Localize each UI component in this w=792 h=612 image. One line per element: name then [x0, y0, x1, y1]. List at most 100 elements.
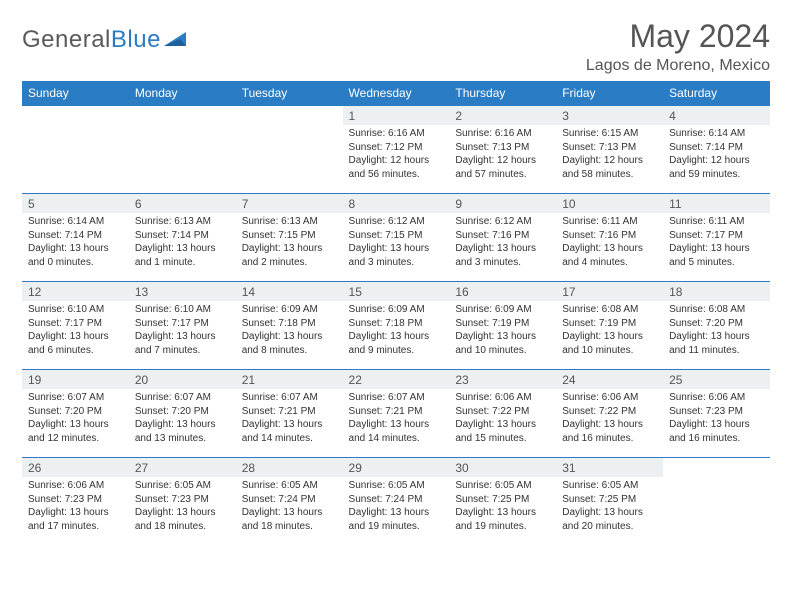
- daylight-text: Daylight: 12 hours and 57 minutes.: [455, 154, 550, 181]
- sunset-text: Sunset: 7:19 PM: [562, 317, 657, 331]
- daylight-text: Daylight: 13 hours and 8 minutes.: [242, 330, 337, 357]
- daylight-text: Daylight: 13 hours and 5 minutes.: [669, 242, 764, 269]
- sunrise-text: Sunrise: 6:07 AM: [349, 391, 444, 405]
- sunset-text: Sunset: 7:14 PM: [669, 141, 764, 155]
- sunrise-text: Sunrise: 6:06 AM: [562, 391, 657, 405]
- day-number: 10: [556, 194, 663, 213]
- day-number-row: 22: [343, 370, 450, 389]
- weekday-header: Monday: [129, 81, 236, 106]
- day-number-row: 9: [449, 194, 556, 213]
- sunrise-text: Sunrise: 6:10 AM: [135, 303, 230, 317]
- weekday-header: Wednesday: [343, 81, 450, 106]
- day-number-row: 19: [22, 370, 129, 389]
- day-number: 28: [236, 458, 343, 477]
- day-number-row: 12: [22, 282, 129, 301]
- sunrise-text: Sunrise: 6:08 AM: [562, 303, 657, 317]
- sunset-text: Sunset: 7:15 PM: [242, 229, 337, 243]
- day-number: 16: [449, 282, 556, 301]
- sunrise-text: Sunrise: 6:11 AM: [669, 215, 764, 229]
- sunset-text: Sunset: 7:24 PM: [242, 493, 337, 507]
- logo: GeneralBlue: [22, 26, 190, 54]
- sunset-text: Sunset: 7:16 PM: [455, 229, 550, 243]
- day-details: Sunrise: 6:14 AMSunset: 7:14 PMDaylight:…: [22, 213, 129, 273]
- daylight-text: Daylight: 13 hours and 3 minutes.: [349, 242, 444, 269]
- calendar-cell: [129, 106, 236, 194]
- daylight-text: Daylight: 12 hours and 56 minutes.: [349, 154, 444, 181]
- daylight-text: Daylight: 13 hours and 13 minutes.: [135, 418, 230, 445]
- calendar-cell: [22, 106, 129, 194]
- sunrise-text: Sunrise: 6:14 AM: [669, 127, 764, 141]
- daylight-text: Daylight: 13 hours and 10 minutes.: [455, 330, 550, 357]
- sunrise-text: Sunrise: 6:16 AM: [349, 127, 444, 141]
- calendar-cell: 2Sunrise: 6:16 AMSunset: 7:13 PMDaylight…: [449, 106, 556, 194]
- triangle-icon: [164, 30, 190, 53]
- sunrise-text: Sunrise: 6:13 AM: [135, 215, 230, 229]
- sunset-text: Sunset: 7:20 PM: [28, 405, 123, 419]
- header: GeneralBlue May 2024 Lagos de Moreno, Me…: [22, 18, 770, 75]
- calendar-cell: 5Sunrise: 6:14 AMSunset: 7:14 PMDaylight…: [22, 194, 129, 282]
- daylight-text: Daylight: 13 hours and 19 minutes.: [349, 506, 444, 533]
- day-details: Sunrise: 6:05 AMSunset: 7:25 PMDaylight:…: [449, 477, 556, 537]
- day-details: Sunrise: 6:15 AMSunset: 7:13 PMDaylight:…: [556, 125, 663, 185]
- calendar-cell: 12Sunrise: 6:10 AMSunset: 7:17 PMDayligh…: [22, 282, 129, 370]
- day-number: 21: [236, 370, 343, 389]
- sunrise-text: Sunrise: 6:16 AM: [455, 127, 550, 141]
- daylight-text: Daylight: 13 hours and 7 minutes.: [135, 330, 230, 357]
- daylight-text: Daylight: 13 hours and 18 minutes.: [242, 506, 337, 533]
- sunset-text: Sunset: 7:25 PM: [562, 493, 657, 507]
- sunrise-text: Sunrise: 6:13 AM: [242, 215, 337, 229]
- calendar-cell: 9 Sunrise: 6:12 AMSunset: 7:16 PMDaylight…: [449, 194, 556, 282]
- day-number: 18: [663, 282, 770, 301]
- calendar-cell: 15Sunrise: 6:09 AMSunset: 7:18 PMDayligh…: [343, 282, 450, 370]
- day-details: Sunrise: 6:14 AMSunset: 7:14 PMDaylight:…: [663, 125, 770, 185]
- weekday-header: Friday: [556, 81, 663, 106]
- day-number: 11: [663, 194, 770, 213]
- day-number-row: 18: [663, 282, 770, 301]
- daylight-text: Daylight: 13 hours and 16 minutes.: [669, 418, 764, 445]
- calendar-cell: 3Sunrise: 6:15 AMSunset: 7:13 PMDaylight…: [556, 106, 663, 194]
- calendar-cell: 28Sunrise: 6:05 AMSunset: 7:24 PMDayligh…: [236, 458, 343, 546]
- logo-text: GeneralBlue: [22, 26, 161, 54]
- day-number: 14: [236, 282, 343, 301]
- day-details: Sunrise: 6:07 AMSunset: 7:20 PMDaylight:…: [129, 389, 236, 449]
- calendar-row: 26Sunrise: 6:06 AMSunset: 7:23 PMDayligh…: [22, 458, 770, 546]
- day-details: Sunrise: 6:06 AMSunset: 7:23 PMDaylight:…: [22, 477, 129, 537]
- daylight-text: Daylight: 13 hours and 10 minutes.: [562, 330, 657, 357]
- sunset-text: Sunset: 7:13 PM: [455, 141, 550, 155]
- day-details: Sunrise: 6:07 AMSunset: 7:20 PMDaylight:…: [22, 389, 129, 449]
- day-number-row: 21: [236, 370, 343, 389]
- sunrise-text: Sunrise: 6:07 AM: [28, 391, 123, 405]
- daylight-text: Daylight: 13 hours and 19 minutes.: [455, 506, 550, 533]
- calendar-cell: 19Sunrise: 6:07 AMSunset: 7:20 PMDayligh…: [22, 370, 129, 458]
- day-number-row: 30: [449, 458, 556, 477]
- day-number-row: 20: [129, 370, 236, 389]
- day-details: Sunrise: 6:13 AMSunset: 7:14 PMDaylight:…: [129, 213, 236, 273]
- calendar-cell: [236, 106, 343, 194]
- sunset-text: Sunset: 7:21 PM: [349, 405, 444, 419]
- sunrise-text: Sunrise: 6:12 AM: [455, 215, 550, 229]
- calendar-row: 19Sunrise: 6:07 AMSunset: 7:20 PMDayligh…: [22, 370, 770, 458]
- calendar-cell: 1Sunrise: 6:16 AMSunset: 7:12 PMDaylight…: [343, 106, 450, 194]
- calendar-cell: 14Sunrise: 6:09 AMSunset: 7:18 PMDayligh…: [236, 282, 343, 370]
- day-details: Sunrise: 6:08 AMSunset: 7:20 PMDaylight:…: [663, 301, 770, 361]
- sunset-text: Sunset: 7:17 PM: [669, 229, 764, 243]
- daylight-text: Daylight: 12 hours and 58 minutes.: [562, 154, 657, 181]
- day-number: 29: [343, 458, 450, 477]
- daylight-text: Daylight: 13 hours and 3 minutes.: [455, 242, 550, 269]
- daylight-text: Daylight: 13 hours and 4 minutes.: [562, 242, 657, 269]
- sunset-text: Sunset: 7:23 PM: [669, 405, 764, 419]
- sunrise-text: Sunrise: 6:07 AM: [242, 391, 337, 405]
- day-number-row: 7: [236, 194, 343, 213]
- calendar-row: 1Sunrise: 6:16 AMSunset: 7:12 PMDaylight…: [22, 106, 770, 194]
- day-details: Sunrise: 6:05 AMSunset: 7:24 PMDaylight:…: [236, 477, 343, 537]
- sunset-text: Sunset: 7:22 PM: [562, 405, 657, 419]
- day-details: Sunrise: 6:12 AMSunset: 7:15 PMDaylight:…: [343, 213, 450, 273]
- weekday-header: Tuesday: [236, 81, 343, 106]
- calendar-cell: 22Sunrise: 6:07 AMSunset: 7:21 PMDayligh…: [343, 370, 450, 458]
- calendar-cell: 24Sunrise: 6:06 AMSunset: 7:22 PMDayligh…: [556, 370, 663, 458]
- calendar-cell: 4Sunrise: 6:14 AMSunset: 7:14 PMDaylight…: [663, 106, 770, 194]
- sunset-text: Sunset: 7:13 PM: [562, 141, 657, 155]
- calendar-cell: 26Sunrise: 6:06 AMSunset: 7:23 PMDayligh…: [22, 458, 129, 546]
- day-details: Sunrise: 6:10 AMSunset: 7:17 PMDaylight:…: [129, 301, 236, 361]
- sunrise-text: Sunrise: 6:05 AM: [242, 479, 337, 493]
